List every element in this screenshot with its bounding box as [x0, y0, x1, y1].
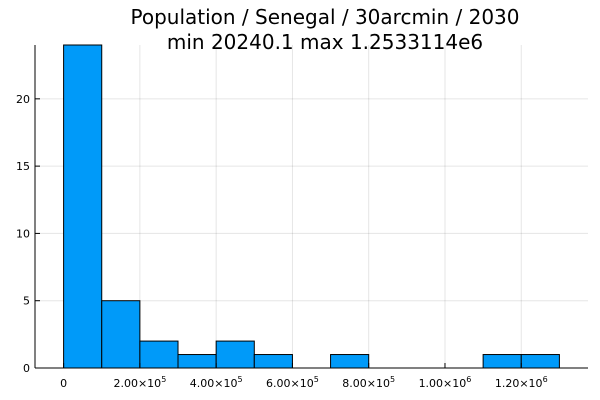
histogram-bar-11 [482, 354, 522, 369]
y-tick-label-4: 20 [16, 93, 30, 106]
histogram-bar-7 [330, 354, 370, 369]
histogram-bar-0 [63, 44, 103, 369]
x-tick-label-5: 1.00×106 [419, 375, 472, 390]
y-tick-label-3: 15 [16, 160, 30, 173]
x-tick-label-3: 6.00×105 [266, 375, 319, 390]
x-tick-label-0: 0 [60, 377, 67, 390]
histogram-bar-5 [253, 354, 293, 369]
histogram-bar-2 [139, 340, 179, 369]
histogram-bar-3 [177, 354, 217, 369]
x-tick-label-4: 8.00×105 [342, 375, 395, 390]
x-tick-label-6: 1.20×106 [495, 375, 548, 390]
y-tick-label-1: 5 [23, 295, 30, 308]
y-tick-label-0: 0 [23, 362, 30, 375]
histogram-bar-4 [215, 340, 255, 369]
tick-labels: 0 2.00×105 4.00×105 6.00×105 8.00×105 1.00×10… [16, 93, 548, 390]
x-tick-label-2: 4.00×105 [190, 375, 243, 390]
axes [34, 45, 588, 369]
histogram-bar-12 [520, 354, 560, 369]
histogram-bar-1 [101, 300, 141, 369]
chart-subtitle: min 20240.1 max 1.2533114e6 [167, 30, 483, 54]
histogram-bars [63, 44, 560, 369]
grid-lines [35, 45, 588, 369]
chart-title: Population / Senegal / 30arcmin / 2030 [130, 5, 519, 29]
y-tick-label-2: 10 [16, 227, 30, 240]
x-tick-label-1: 2.00×105 [113, 375, 166, 390]
